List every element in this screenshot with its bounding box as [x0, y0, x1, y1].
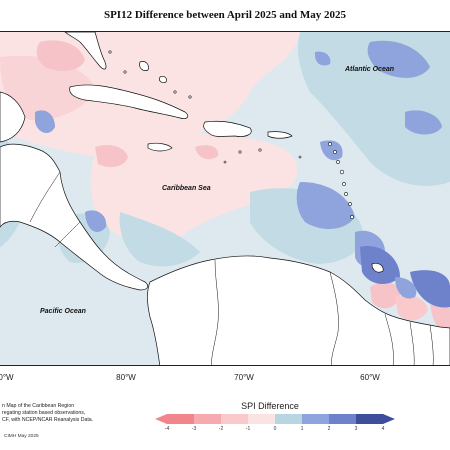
- anomaly-blue: [85, 210, 107, 232]
- longitude-label: 70°W: [234, 373, 254, 382]
- anomaly-dark-blue: [410, 270, 450, 308]
- land-puerto-rico: [267, 131, 293, 139]
- legend-swatch: [167, 414, 195, 424]
- spi-difference-map: [0, 32, 450, 365]
- anomaly-blue: [314, 51, 331, 66]
- legend-swatch: [248, 414, 276, 424]
- anomaly-pink: [370, 281, 400, 309]
- anomaly-pink: [95, 145, 128, 168]
- legend-tick-label: 3: [354, 426, 358, 432]
- anomaly-light-pink: [0, 55, 95, 121]
- map-panel: Atlantic Ocean Caribbean Sea Pacific Oce…: [0, 31, 450, 366]
- legend-tick-label: -1: [245, 426, 251, 432]
- anomaly-blue: [35, 110, 55, 134]
- legend-swatch: [194, 414, 222, 424]
- land-hispaniola: [203, 120, 252, 137]
- land-yucatan: [0, 91, 26, 143]
- legend-tick-label: 4: [381, 426, 385, 432]
- land-cuba: [69, 84, 189, 119]
- country-borders: [29, 171, 434, 365]
- longitude-label: 0°W: [0, 373, 14, 382]
- credit-line: CF, with NCEP/NCAR Reanalysis Data.: [2, 417, 94, 423]
- legend-tick-label: 2: [327, 426, 331, 432]
- legend-extend-high: [383, 414, 395, 424]
- credit-line: n Map of the Caribbean Region: [2, 403, 75, 409]
- land-bahamas: [159, 76, 167, 83]
- land-bahamas: [139, 61, 149, 71]
- credit-line: regating station based observations,: [2, 410, 86, 416]
- legend-tick-label: -3: [191, 426, 197, 432]
- legend-extend-low: [155, 414, 167, 424]
- legend-tick-label: -2: [218, 426, 224, 432]
- legend-swatch: [356, 414, 384, 424]
- legend-swatch: [329, 414, 357, 424]
- land-south-america: [147, 255, 450, 365]
- legend-tick-label: -4: [164, 426, 170, 432]
- legend-swatch: [221, 414, 249, 424]
- atlantic-ocean-label: Atlantic Ocean: [345, 66, 395, 73]
- map-title: SPI12 Difference between April 2025 and …: [103, 9, 347, 21]
- legend-tick-label: 1: [300, 426, 304, 432]
- lesser-antilles: [108, 50, 354, 219]
- anomaly-blue: [395, 277, 417, 299]
- anomaly-pink: [395, 295, 428, 321]
- anomaly-light-pink: [90, 133, 298, 242]
- map-credits: n Map of the Caribbean Region regating s…: [2, 403, 122, 424]
- legend-title: SPI Difference: [241, 401, 299, 411]
- anomaly-blue: [320, 140, 343, 161]
- caribbean-sea-label: Caribbean Sea: [162, 185, 211, 192]
- longitude-label: 80°W: [116, 373, 136, 382]
- anomaly-blue: [367, 40, 430, 78]
- anomaly-pink: [195, 145, 219, 160]
- land-florida: [64, 32, 107, 70]
- legend-tick-label: 0: [273, 426, 277, 432]
- legend-swatch: [302, 414, 330, 424]
- anomaly-light-blue: [119, 212, 200, 267]
- land-trinidad: [371, 263, 384, 273]
- land-central-america: [0, 143, 149, 291]
- land-jamaica: [147, 142, 173, 152]
- anomaly-pink: [430, 299, 450, 333]
- land-masses: [0, 32, 450, 365]
- footer-note: CIMH May 2025: [4, 434, 39, 439]
- longitude-label: 60°W: [360, 373, 380, 382]
- anomaly-blue: [405, 110, 442, 135]
- legend-swatch: [275, 414, 303, 424]
- legend-colorbar: [155, 414, 395, 424]
- anomaly-pink: [36, 40, 85, 72]
- anomaly-blue: [296, 182, 355, 229]
- pacific-ocean-label: Pacific Ocean: [40, 308, 86, 315]
